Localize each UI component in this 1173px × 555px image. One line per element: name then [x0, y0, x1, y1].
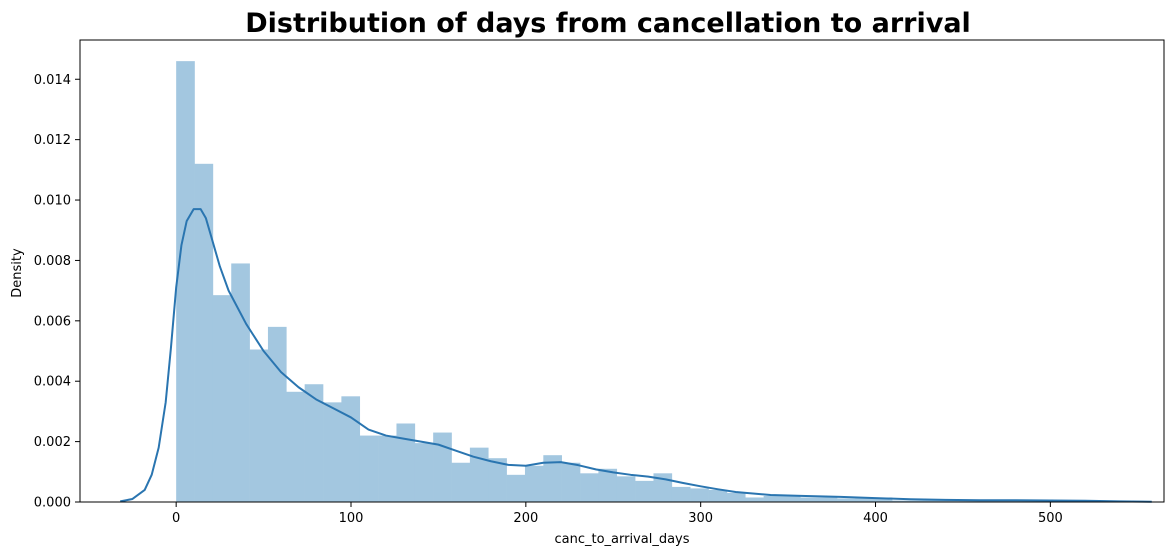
histogram-bar	[506, 474, 526, 502]
x-axis-label: canc_to_arrival_days	[554, 532, 689, 547]
x-tick-label: 100	[339, 511, 364, 526]
histogram-bar	[763, 495, 783, 502]
histogram-bar	[635, 480, 654, 502]
axes	[79, 39, 1165, 503]
histogram-bar	[837, 498, 856, 502]
histogram-bar	[708, 489, 728, 502]
histogram-bar	[690, 488, 709, 502]
histogram-bar	[947, 500, 966, 502]
histogram-bar	[451, 462, 471, 502]
histogram-bar	[671, 486, 691, 502]
histogram-bar	[212, 295, 232, 502]
histogram-bar	[341, 396, 361, 502]
histogram-bar	[726, 492, 746, 502]
histogram-bar	[818, 497, 838, 502]
plot-frame	[79, 39, 1165, 503]
histogram-bar	[983, 500, 1003, 502]
histogram-bar	[469, 447, 489, 502]
histogram-bar	[892, 500, 911, 502]
histogram-bar	[543, 455, 562, 502]
y-tick-label: 0.004	[34, 375, 71, 390]
x-tick-label: 500	[1038, 511, 1063, 526]
histogram-bar	[414, 443, 434, 502]
histogram-bar	[286, 391, 305, 502]
histogram-bar	[965, 500, 985, 502]
histogram-bar	[910, 500, 930, 502]
histogram-bar	[616, 476, 636, 502]
histogram-bar	[1002, 500, 1021, 502]
histogram-bar	[561, 462, 581, 502]
histogram-bar	[323, 402, 342, 502]
x-tick-label: 0	[172, 511, 180, 526]
histogram-bar	[745, 497, 764, 502]
y-tick-label: 0.010	[34, 194, 71, 209]
histogram-bar	[433, 432, 452, 502]
y-axis-ticks: 0.000 0.002 0.004 0.006 0.008 0.010 0.012 0.014	[34, 73, 80, 511]
y-axis-label: Density	[10, 248, 25, 298]
histogram-bar	[781, 495, 801, 502]
chart-title: Distribution of days from cancellation t…	[245, 8, 971, 39]
y-tick-label: 0.006	[34, 314, 71, 329]
histogram-bars	[176, 61, 1095, 502]
histogram-bar	[176, 61, 195, 502]
histogram-bar	[194, 163, 214, 502]
histogram-bar	[359, 435, 379, 502]
histogram-bar	[304, 384, 324, 502]
histogram-bar	[524, 465, 544, 502]
x-tick-label: 300	[688, 511, 713, 526]
x-axis-ticks: 0 100 200 300 400 500	[172, 502, 1063, 526]
y-tick-label: 0.002	[34, 435, 71, 450]
histogram-bar	[249, 349, 269, 502]
y-tick-label: 0.012	[34, 133, 71, 148]
x-tick-label: 400	[863, 511, 888, 526]
kde-curve	[120, 208, 1152, 503]
histogram-bar	[580, 473, 599, 502]
x-tick-label: 200	[513, 511, 538, 526]
histogram-bar	[800, 497, 819, 502]
y-tick-label: 0.014	[34, 73, 71, 88]
histogram-bar	[855, 497, 875, 502]
histogram-bar	[488, 458, 507, 502]
histogram-bar	[598, 468, 618, 502]
histogram-bar	[267, 326, 287, 502]
histogram-bar	[378, 435, 397, 502]
y-tick-label: 0.008	[34, 254, 71, 269]
histogram-bar	[873, 497, 893, 502]
y-tick-label: 0.000	[34, 496, 71, 511]
histogram-bar	[396, 423, 416, 502]
histogram-bar	[928, 500, 948, 502]
